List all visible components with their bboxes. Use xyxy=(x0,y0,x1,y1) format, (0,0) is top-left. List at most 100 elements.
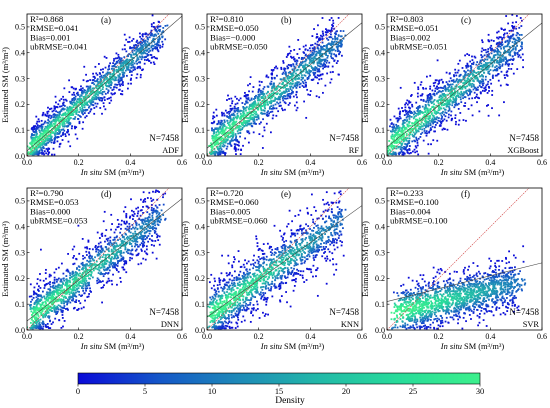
scatter-point xyxy=(253,121,256,124)
scatter-point xyxy=(295,59,298,62)
scatter-point xyxy=(106,80,109,83)
scatter-point xyxy=(511,25,514,28)
scatter-point xyxy=(122,268,125,271)
scatter-point xyxy=(210,142,212,145)
scatter-point xyxy=(507,67,510,70)
scatter-point xyxy=(57,124,59,127)
scatter-point xyxy=(476,101,478,104)
scatter-point xyxy=(156,49,159,51)
scatter-point xyxy=(104,66,107,69)
scatter-point xyxy=(116,61,119,63)
scatter-point xyxy=(516,36,519,39)
scatter-point xyxy=(258,122,261,125)
scatter-point xyxy=(69,109,72,112)
scatter-point xyxy=(499,57,502,59)
scatter-point xyxy=(470,67,472,70)
scatter-point xyxy=(103,79,106,82)
scatter-point xyxy=(230,130,233,133)
scatter-point xyxy=(304,48,307,51)
scatter-point xyxy=(272,82,275,85)
scatter-point xyxy=(431,106,433,109)
scatter-point xyxy=(463,70,466,72)
scatter-point xyxy=(425,107,428,110)
scatter-point xyxy=(455,120,457,123)
scatter-point xyxy=(463,77,466,80)
scatter-point xyxy=(475,95,478,98)
scatter-point xyxy=(239,135,241,138)
scatter-point xyxy=(216,147,219,150)
scatter-point xyxy=(147,206,150,209)
scatter-point xyxy=(270,69,273,71)
scatter-point xyxy=(117,78,120,81)
scatter-point xyxy=(131,49,134,52)
scatter-point xyxy=(404,103,406,106)
scatter-point xyxy=(393,140,395,142)
scatter-point xyxy=(442,87,445,90)
scatter-point xyxy=(112,72,114,75)
scatter-point xyxy=(54,122,57,124)
scatter-point xyxy=(61,124,64,126)
scatter-point xyxy=(248,116,251,119)
scatter-point xyxy=(30,149,33,152)
scatter-point xyxy=(223,125,226,128)
scatter-point xyxy=(78,115,81,117)
scatter-point xyxy=(93,112,96,115)
scatter-point xyxy=(151,34,153,37)
scatter-point xyxy=(264,95,267,98)
scatter-point xyxy=(447,116,450,119)
scatter-point xyxy=(157,41,160,44)
scatter-point xyxy=(480,64,483,67)
scatter-point xyxy=(263,106,266,108)
scatter-point xyxy=(501,41,503,44)
x-tick-label: 0.0 xyxy=(22,158,32,167)
scatter-point xyxy=(263,86,266,88)
scatter-point xyxy=(486,65,489,68)
scatter-point xyxy=(108,102,111,104)
scatter-point xyxy=(244,91,246,94)
scatter-point xyxy=(253,98,255,100)
scatter-point xyxy=(253,117,255,119)
scatter-point xyxy=(249,99,251,102)
scatter-point xyxy=(339,51,342,53)
scatter-point xyxy=(118,67,120,70)
stat-line: RMSE=0.041 xyxy=(30,23,79,33)
scatter-point xyxy=(30,128,33,130)
scatter-point xyxy=(141,48,144,51)
scatter-point xyxy=(293,85,296,88)
scatter-point xyxy=(427,152,430,155)
scatter-point xyxy=(38,145,41,148)
scatter-point xyxy=(100,233,103,236)
y-tick-label: 0.5 xyxy=(15,23,25,32)
scatter-point xyxy=(480,56,483,59)
scatter-point xyxy=(426,99,429,101)
scatter-point xyxy=(232,124,235,127)
scatter-point xyxy=(95,98,98,101)
scatter-point xyxy=(141,46,144,49)
scatter-point xyxy=(502,51,505,54)
scatter-point xyxy=(141,56,144,59)
scatter-point xyxy=(277,102,280,105)
scatter-point xyxy=(61,317,64,319)
scatter-point xyxy=(86,96,89,98)
scatter-point xyxy=(462,93,465,96)
scatter-points xyxy=(27,14,169,156)
scatter-point xyxy=(224,140,227,143)
scatter-point xyxy=(469,60,472,63)
scatter-point xyxy=(453,91,456,94)
scatter-point xyxy=(270,107,273,110)
scatter-point xyxy=(484,58,487,61)
scatter-point xyxy=(424,110,427,113)
scatter-point xyxy=(29,283,32,286)
scatter-point xyxy=(93,87,95,90)
scatter-point xyxy=(509,50,512,53)
scatter-panel-xgboost: 0.0 0.2 0.4 0.60.00.10.20.30.40.5In situ SM… xyxy=(361,13,547,177)
scatter-point xyxy=(105,57,108,59)
scatter-point xyxy=(120,83,123,86)
scatter-point xyxy=(212,135,215,138)
scatter-point xyxy=(429,98,432,101)
scatter-point xyxy=(47,325,49,328)
scatter-point xyxy=(105,84,108,87)
scatter-point xyxy=(458,75,461,78)
scatter-point xyxy=(260,109,263,112)
scatter-point xyxy=(341,40,343,42)
